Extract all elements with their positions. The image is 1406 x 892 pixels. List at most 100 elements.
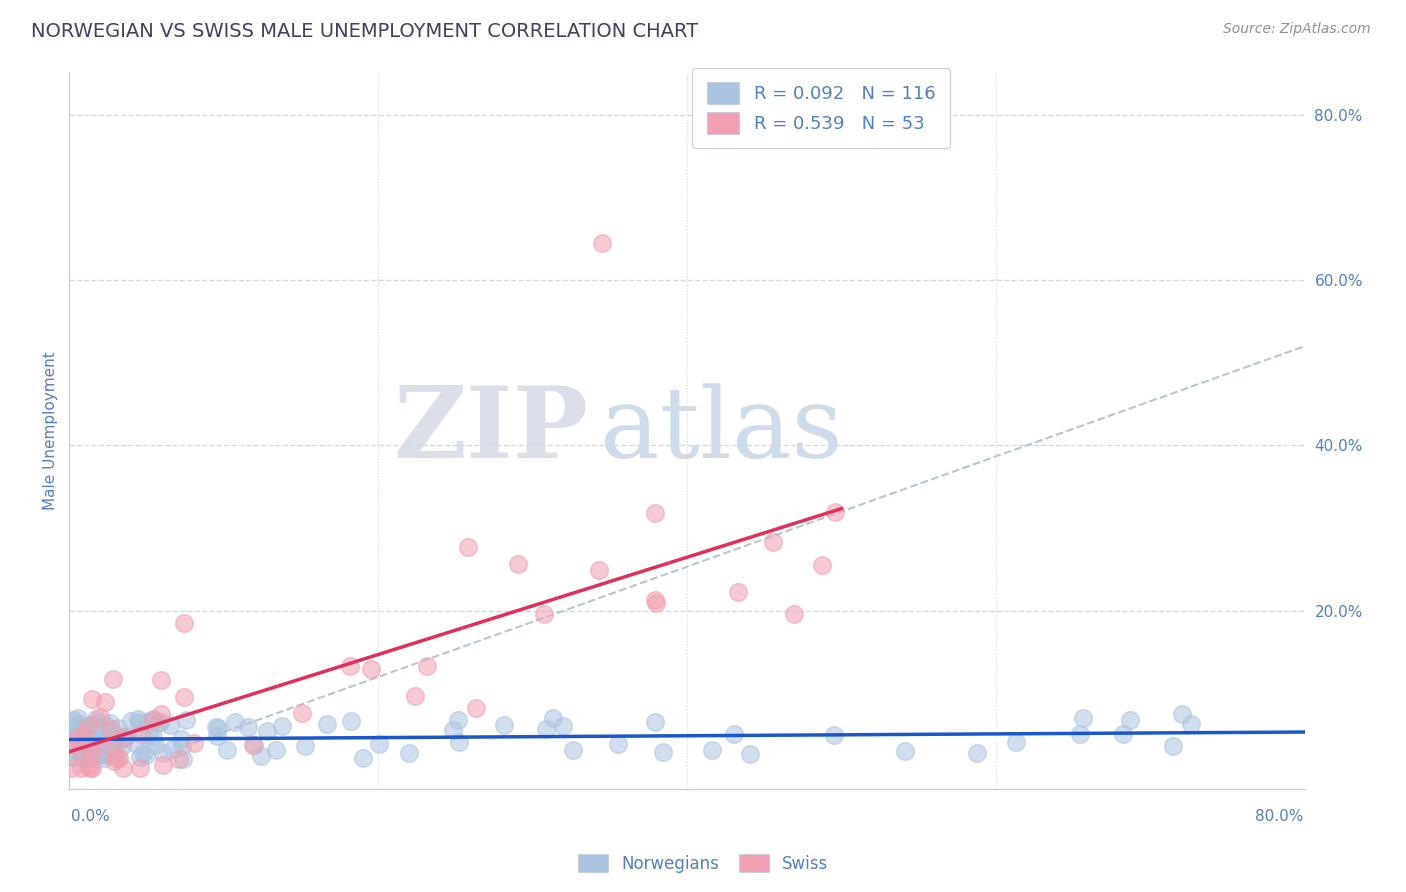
Point	[96, 742, 118, 756]
Point	[727, 584, 749, 599]
Point	[84, 727, 107, 741]
Point	[86, 716, 108, 731]
Point	[1069, 727, 1091, 741]
Point	[94, 718, 117, 732]
Point	[291, 706, 314, 720]
Point	[173, 690, 195, 704]
Point	[170, 739, 193, 753]
Point	[63, 742, 86, 756]
Point	[82, 691, 104, 706]
Point	[63, 720, 86, 734]
Point	[339, 659, 361, 673]
Text: NORWEGIAN VS SWISS MALE UNEMPLOYMENT CORRELATION CHART: NORWEGIAN VS SWISS MALE UNEMPLOYMENT COR…	[31, 22, 697, 41]
Point	[97, 733, 120, 747]
Point	[60, 731, 83, 745]
Point	[80, 750, 103, 764]
Point	[91, 731, 114, 745]
Point	[80, 748, 103, 763]
Point	[87, 737, 110, 751]
Point	[135, 747, 157, 762]
Legend: R = 0.092   N = 116, R = 0.539   N = 53: R = 0.092 N = 116, R = 0.539 N = 53	[692, 68, 949, 148]
Point	[129, 750, 152, 764]
Point	[93, 750, 115, 764]
Point	[104, 738, 127, 752]
Point	[644, 593, 666, 607]
Point	[148, 716, 170, 731]
Point	[63, 748, 86, 763]
Point	[152, 758, 174, 772]
Point	[353, 750, 375, 764]
Point	[104, 746, 127, 760]
Point	[810, 558, 832, 572]
Point	[588, 563, 610, 577]
Point	[1005, 735, 1028, 749]
Point	[142, 713, 165, 727]
Point	[645, 596, 668, 610]
Point	[368, 737, 391, 751]
Point	[150, 673, 173, 687]
Point	[132, 746, 155, 760]
Point	[101, 726, 124, 740]
Point	[101, 739, 124, 754]
Point	[1171, 707, 1194, 722]
Point	[66, 711, 89, 725]
Point	[70, 761, 93, 775]
Point	[142, 713, 165, 727]
Point	[316, 717, 339, 731]
Point	[541, 711, 564, 725]
Point	[111, 739, 134, 753]
Point	[149, 715, 172, 730]
Point	[124, 735, 146, 749]
Point	[159, 717, 181, 731]
Point	[115, 729, 138, 743]
Point	[107, 721, 129, 735]
Text: ZIP: ZIP	[394, 383, 588, 479]
Point	[172, 752, 194, 766]
Point	[96, 733, 118, 747]
Point	[162, 742, 184, 756]
Point	[591, 235, 613, 250]
Point	[72, 727, 94, 741]
Text: 80.0%: 80.0%	[1254, 809, 1303, 824]
Point	[112, 731, 135, 745]
Point	[506, 558, 529, 572]
Point	[173, 615, 195, 630]
Point	[114, 731, 136, 746]
Point	[457, 540, 479, 554]
Point	[93, 695, 115, 709]
Point	[143, 739, 166, 753]
Point	[465, 700, 488, 714]
Point	[340, 714, 363, 729]
Point	[80, 761, 103, 775]
Point	[823, 728, 845, 742]
Point	[1119, 713, 1142, 727]
Point	[562, 743, 585, 757]
Point	[60, 761, 83, 775]
Text: Source: ZipAtlas.com: Source: ZipAtlas.com	[1223, 22, 1371, 37]
Point	[167, 752, 190, 766]
Point	[128, 715, 150, 730]
Point	[127, 712, 149, 726]
Point	[138, 728, 160, 742]
Point	[105, 731, 128, 746]
Point	[762, 534, 785, 549]
Point	[142, 730, 165, 744]
Point	[98, 715, 121, 730]
Point	[250, 749, 273, 764]
Text: atlas: atlas	[600, 383, 844, 479]
Point	[738, 747, 761, 762]
Point	[183, 736, 205, 750]
Point	[77, 750, 100, 764]
Point	[66, 731, 89, 746]
Point	[91, 746, 114, 760]
Point	[152, 746, 174, 760]
Point	[97, 747, 120, 762]
Point	[100, 722, 122, 736]
Point	[120, 714, 142, 728]
Text: 0.0%: 0.0%	[70, 809, 110, 824]
Point	[72, 750, 94, 764]
Point	[224, 714, 246, 729]
Point	[69, 743, 91, 757]
Point	[73, 730, 96, 744]
Point	[294, 739, 316, 754]
